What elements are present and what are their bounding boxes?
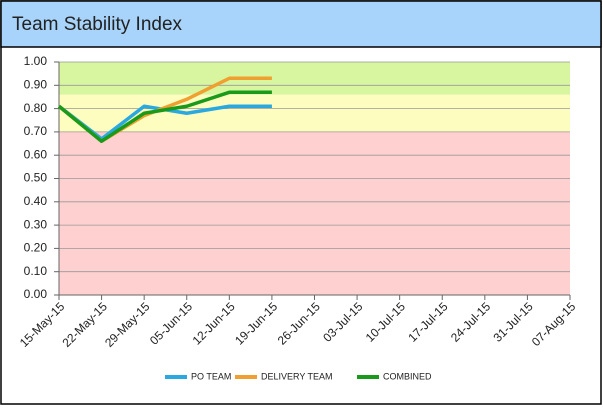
legend-label: DELIVERY TEAM [261,371,333,381]
chart-title: Team Stability Index [12,14,183,35]
y-tick-label: 0.40 [24,194,48,208]
band [59,131,570,295]
y-tick-label: 0.20 [24,241,48,255]
y-tick-label: 0.50 [24,171,48,185]
y-tick-label: 0.30 [24,217,48,231]
y-tick-label: 0.70 [24,124,48,138]
y-tick-label: 0.60 [24,147,48,161]
band [59,62,570,95]
header [0,0,602,48]
legend-label: COMBINED [383,371,432,381]
y-tick-label: 0.80 [24,101,48,115]
line-series [57,90,272,143]
y-tick-label: 1.00 [24,54,48,68]
legend-label: PO TEAM [191,371,231,381]
y-tick-label: 0.90 [24,77,48,91]
y-tick-label: 0.00 [24,287,48,301]
y-tick-label: 0.10 [24,264,48,278]
